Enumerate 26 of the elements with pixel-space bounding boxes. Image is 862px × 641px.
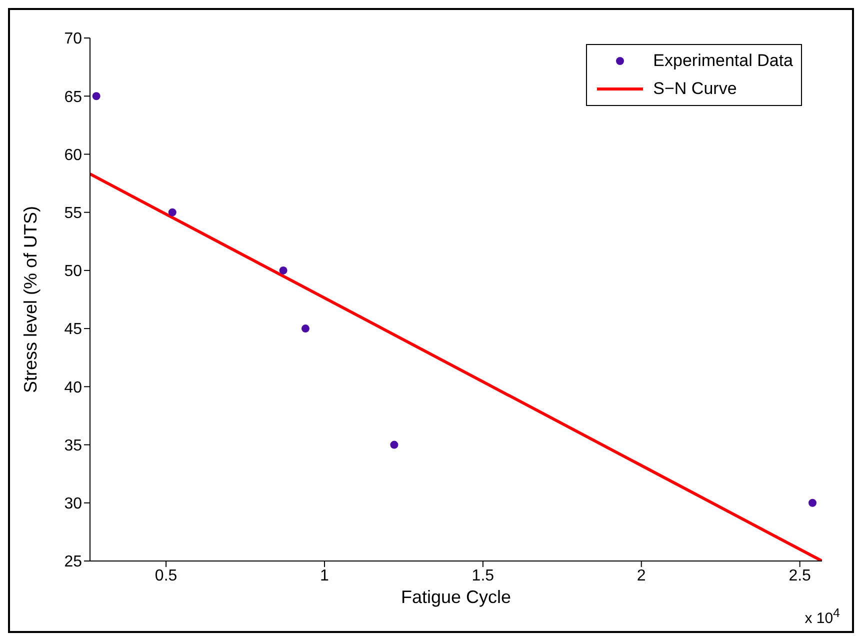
y-tick-label: 55 <box>64 205 82 222</box>
y-tick-label: 30 <box>64 496 82 513</box>
point <box>390 440 398 449</box>
y-tick-label: 70 <box>64 30 82 48</box>
point <box>168 208 176 216</box>
y-tick-label: 35 <box>64 437 82 454</box>
y-tick-label: 65 <box>64 88 82 106</box>
y-tick-label: 50 <box>64 263 82 280</box>
y-tick-label: 25 <box>64 554 82 571</box>
x-tick-label: 0.5 <box>154 567 178 584</box>
text: x 10$^{4}$ <box>804 606 840 627</box>
x-axis-title: Fatigue Cycle <box>400 587 512 607</box>
x-tick-label: 1 <box>320 567 330 584</box>
x-tick-label: 2 <box>636 567 646 584</box>
y-tick-label: 60 <box>64 146 82 164</box>
x-tick-label: 1.5 <box>472 567 494 584</box>
y-axis-title: Stress level (% of UTS) <box>20 206 40 394</box>
point <box>92 92 100 100</box>
legend-label: Experimental Data <box>653 51 793 71</box>
point <box>808 498 816 507</box>
point <box>279 266 288 274</box>
legend-label: S−N Curve <box>653 79 737 99</box>
y-tick-label: 40 <box>64 379 82 396</box>
y-tick-label: 45 <box>64 321 82 338</box>
point <box>301 324 310 333</box>
x-tick-label: 2.5 <box>788 567 812 584</box>
